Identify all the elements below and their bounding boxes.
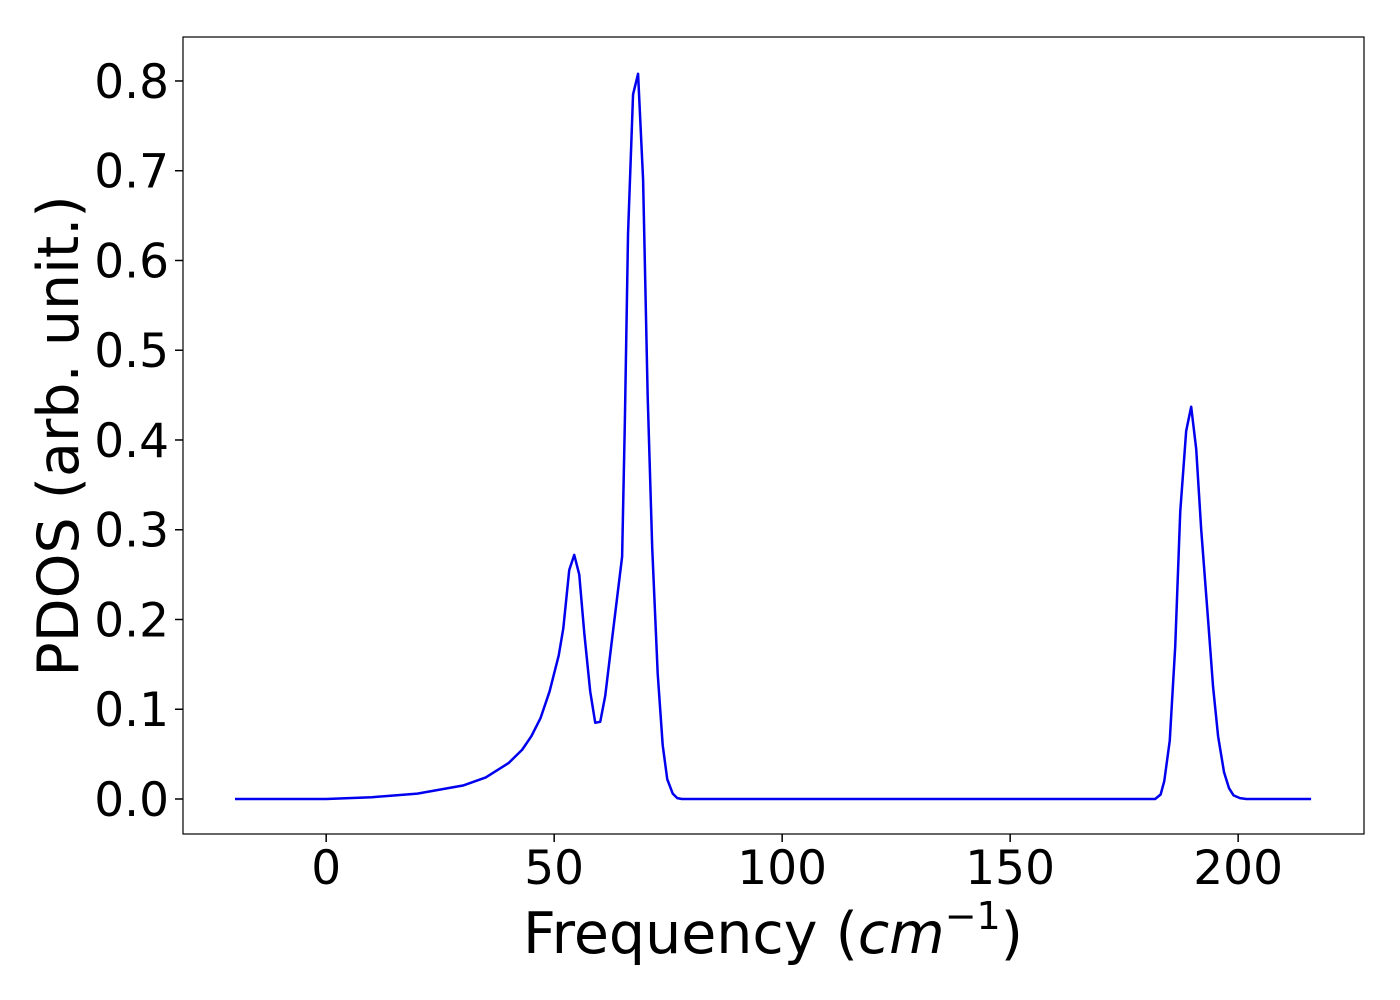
x-tick-label: 150 [965,841,1055,896]
x-label-exponent: −1 [945,894,1001,938]
y-tick-label: 0.5 [94,324,169,379]
line-series [234,72,1312,801]
y-tick-label: 0.6 [94,234,169,289]
y-tick-label: 0.8 [94,55,169,110]
x-axis-label: Frequency (cm−1) [523,894,1023,967]
x-tick-label: 200 [1193,841,1283,896]
y-tick-label: 0.2 [94,593,169,648]
y-tick-label: 0.1 [94,683,169,738]
y-tick-label: 0.0 [94,773,169,828]
y-tick-label: 0.4 [94,414,169,469]
x-tick-label: 0 [311,841,341,896]
y-axis-label: PDOS (arb. unit.) [26,195,92,676]
plot-frame [182,36,1365,835]
y-tick-label: 0.3 [94,504,169,559]
x-tick-label: 50 [524,841,584,896]
y-tick-label: 0.7 [94,145,169,200]
x-tick-label: 100 [737,841,827,896]
x-label-text: Frequency ( [523,901,858,967]
x-label-unit: cm [858,901,945,967]
x-label-close: ) [1001,901,1023,967]
